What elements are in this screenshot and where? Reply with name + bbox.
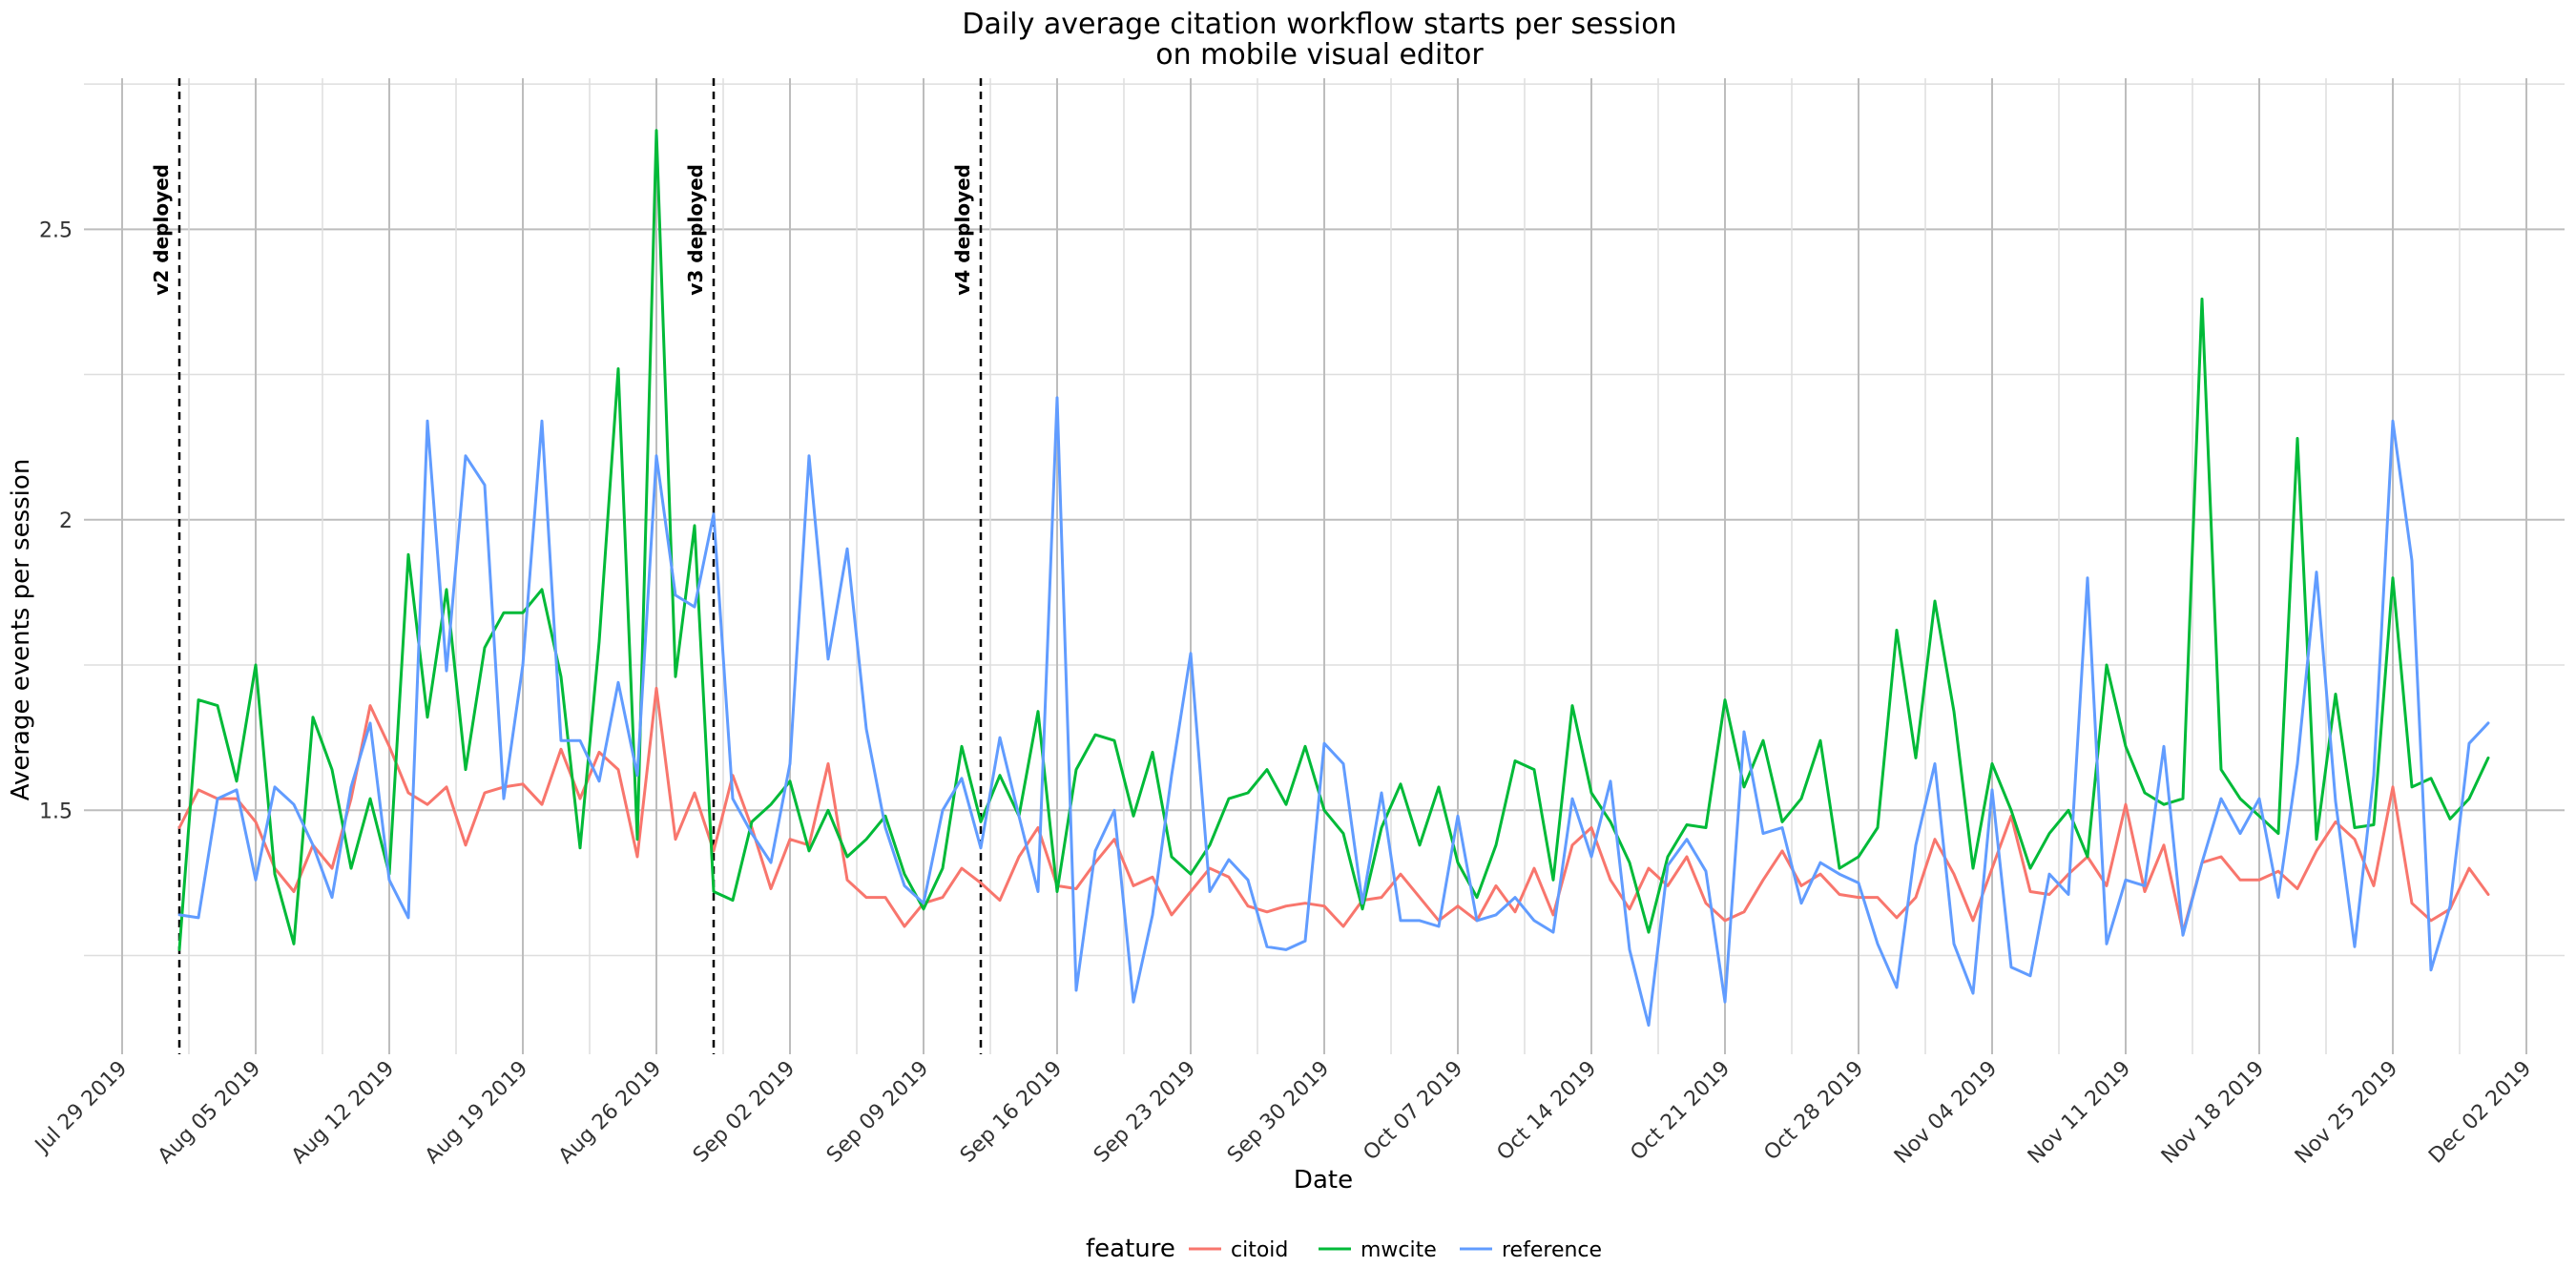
series-line-mwcite [177,129,2490,951]
chart-title: Daily average citation workflow starts p… [962,8,1676,41]
x-tick-label: Nov 25 2019 [2291,1057,2402,1169]
x-tick-label: Oct 28 2019 [1759,1057,1868,1166]
axes: 1.5 2 2.5 Jul 29 2019 Aug 05 2019 Aug 12 2019… [30,218,2536,1169]
y-tick-label: 1.5 [39,800,73,823]
series-lines [177,129,2490,1028]
deployment-label: v2 deployed [150,164,173,296]
x-tick-label: Nov 18 2019 [2157,1057,2269,1169]
series-line-reference [177,396,2490,1028]
deployment-annotations: v2 deployed v3 deployed v4 deployed [150,78,983,1054]
x-tick-label: Oct 07 2019 [1359,1057,1467,1166]
y-tick-label: 2.5 [39,218,73,242]
x-tick-label: Sep 23 2019 [1090,1057,1200,1168]
y-axis-title: Average events per session [7,459,35,801]
x-tick-label: Oct 14 2019 [1492,1057,1601,1166]
legend-label-citoid: citoid [1231,1238,1288,1262]
x-tick-label: Oct 21 2019 [1626,1057,1735,1166]
x-tick-label: Aug 12 2019 [287,1057,399,1169]
y-tick-label: 2 [59,509,73,533]
chart-subtitle: on mobile visual editor [1155,38,1484,72]
x-tick-label: Sep 09 2019 [822,1057,933,1168]
legend-label-mwcite: mwcite [1361,1238,1437,1262]
deployment-label: v4 deployed [951,164,974,296]
x-tick-label: Sep 30 2019 [1223,1057,1334,1168]
x-axis-title: Date [1294,1166,1353,1195]
x-tick-label: Dec 02 2019 [2424,1057,2536,1169]
x-tick-label: Aug 05 2019 [154,1057,265,1169]
x-tick-label: Sep 16 2019 [956,1057,1067,1168]
legend-title: feature [1086,1235,1175,1263]
x-tick-label: Sep 02 2019 [689,1057,800,1168]
x-tick-label: Aug 26 2019 [554,1057,666,1169]
x-tick-label: Nov 11 2019 [2024,1057,2135,1169]
legend: feature citoid mwcite reference [1086,1235,1602,1263]
deployment-label: v3 deployed [684,164,707,296]
x-tick-label: Aug 19 2019 [421,1057,532,1169]
legend-label-reference: reference [1502,1238,1602,1262]
x-tick-label: Jul 29 2019 [30,1057,132,1159]
x-tick-label: Nov 04 2019 [1890,1057,2002,1169]
